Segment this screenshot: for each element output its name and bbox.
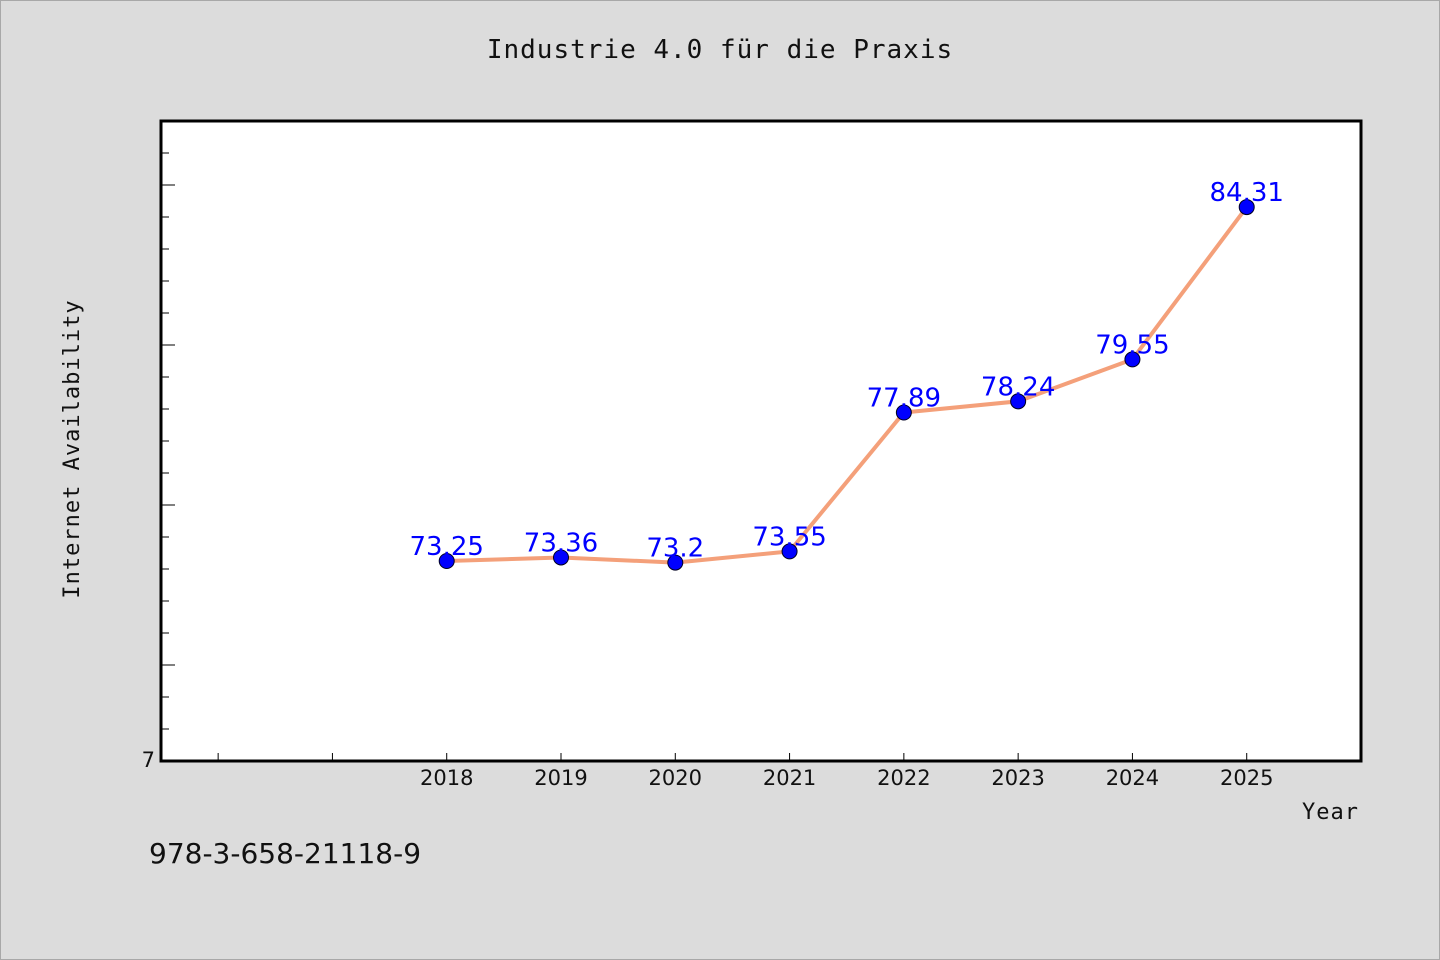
- x-tick-label: 2024: [1106, 766, 1159, 790]
- plot-area: [159, 119, 1363, 763]
- data-label: 73.25: [409, 532, 483, 562]
- data-label: 73.36: [524, 528, 598, 558]
- x-axis-title: Year: [1302, 800, 1359, 825]
- data-label: 73.55: [752, 522, 826, 552]
- isbn-footer: 978-3-658-21118-9: [149, 837, 422, 870]
- chart-title: Industrie 4.0 für die Praxis: [486, 35, 954, 65]
- x-tick-label: 2018: [420, 766, 473, 790]
- x-tick-label: 2021: [763, 766, 816, 790]
- data-point: [781, 543, 798, 560]
- x-tick-label: 2025: [1220, 766, 1273, 790]
- x-tick-label: 2022: [877, 766, 930, 790]
- data-point: [895, 404, 912, 421]
- series-line: [446, 205, 1249, 565]
- data-point: [438, 553, 455, 569]
- x-axis-ticks: 2018 2019 2020 2021 2022 2023 2024 2025: [217, 753, 1362, 790]
- data-label: 78.24: [981, 372, 1055, 402]
- data-point: [1238, 199, 1255, 216]
- data-label: 84.31: [1209, 178, 1283, 208]
- data-point: [1124, 351, 1141, 368]
- data-point: [553, 549, 569, 566]
- data-label: 79.55: [1095, 330, 1169, 360]
- y-axis-ticks: [161, 152, 175, 730]
- series-group: 73.25 73.36 73.2 73.55 77.89 78.24 79.55 84.31: [409, 178, 1284, 571]
- data-point: [667, 554, 684, 571]
- data-label: 73.2: [646, 534, 704, 564]
- y-axis-title: Internet Availability: [60, 299, 85, 598]
- x-tick-label: 2020: [649, 766, 702, 790]
- y-tick-label: 7: [142, 748, 155, 772]
- data-point: [1010, 393, 1027, 410]
- data-label: 77.89: [867, 384, 941, 414]
- x-tick-label: 2019: [534, 766, 587, 790]
- x-tick-label: 2023: [991, 766, 1044, 790]
